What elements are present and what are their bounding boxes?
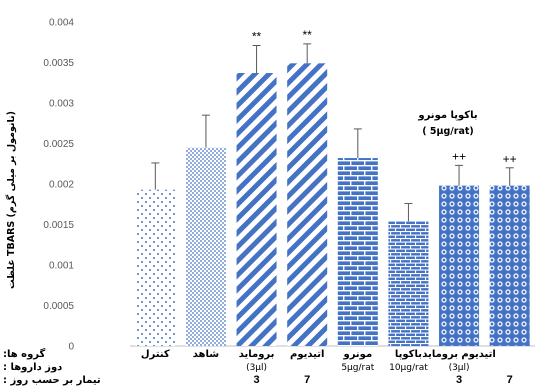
category-label: اتيديوم برومايد xyxy=(422,349,496,360)
row-label-groups: :گروه ها xyxy=(3,347,46,360)
y-axis-label: غلظت TBARS (نانومول بر میلی گرم) xyxy=(5,111,17,289)
bar xyxy=(236,73,277,346)
dose-label: (3µl) xyxy=(449,363,470,373)
y-tick-label: 0.0035 xyxy=(43,58,74,69)
category-label: اتيديوم xyxy=(290,349,324,360)
day-label: 3 xyxy=(456,374,462,386)
day-label: 7 xyxy=(507,374,513,386)
bar xyxy=(388,221,429,346)
dose-label: 10µg/rat xyxy=(389,363,428,373)
significance-marker: ++ xyxy=(452,149,466,163)
day-label: 3 xyxy=(254,374,260,386)
y-tick-label: 0.002 xyxy=(49,180,74,191)
significance-marker: ** xyxy=(303,28,313,42)
dose-label: (3µl) xyxy=(246,363,267,373)
bar xyxy=(489,185,530,346)
category-label: مونرو xyxy=(342,349,372,360)
day-label: 7 xyxy=(304,374,310,386)
category-label: کنترل xyxy=(141,349,170,360)
bar xyxy=(287,63,328,347)
category-label: باكوپا xyxy=(395,349,422,360)
significance-marker: ** xyxy=(252,29,262,43)
bars: ** ** ++ ++ xyxy=(135,28,530,347)
y-tick-label: 0.001 xyxy=(49,261,74,272)
bar xyxy=(185,147,226,346)
bar xyxy=(135,189,176,346)
row-label-days: : تیمار بر حسب روز xyxy=(3,375,101,386)
y-tick-label: 0.0005 xyxy=(43,301,74,312)
bar xyxy=(337,158,378,346)
y-tick-label: 0.0015 xyxy=(43,220,74,231)
dose-label: 5µg/rat xyxy=(341,363,374,373)
category-label: برومايد xyxy=(239,349,275,360)
annotation-line1: باكوپا مونرو xyxy=(417,110,477,121)
row-label-doses: : دوز داروها xyxy=(3,362,62,373)
y-tick-label: 0 xyxy=(68,342,74,353)
annotation-line2: ( 5µg/rat) xyxy=(422,126,474,137)
y-tick-label: 0.0025 xyxy=(43,139,74,150)
bar xyxy=(439,185,480,346)
y-tick-label: 0.004 xyxy=(49,18,74,29)
significance-marker: ++ xyxy=(503,152,517,166)
category-labels: کنترل شاهد برومايد(3µl)3اتيديوم7مونرو5µg/r… xyxy=(141,349,513,386)
y-tick-label: 0.003 xyxy=(49,99,74,110)
category-label: شاهد xyxy=(193,349,219,360)
